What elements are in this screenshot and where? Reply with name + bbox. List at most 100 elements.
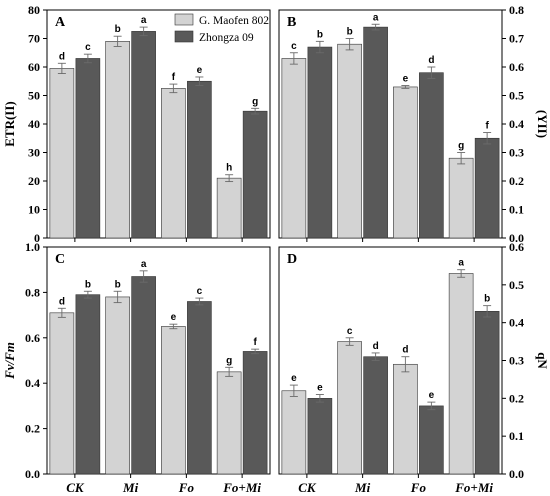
bar-zhongza [75, 58, 101, 239]
x-category-label: Fo [178, 480, 195, 495]
significance-letter: b [484, 294, 490, 305]
significance-letter: a [373, 12, 379, 23]
y-tick-label: 0.3 [509, 354, 524, 368]
y-tick-label: 0.2 [509, 391, 524, 405]
bar-maofen [161, 88, 186, 239]
significance-letter: g [252, 96, 258, 107]
significance-letter: d [428, 55, 434, 66]
significance-letter: b [85, 279, 91, 290]
significance-letter: h [226, 163, 232, 174]
y-tick-label: 0.6 [25, 331, 40, 345]
bar-zhongza [307, 398, 333, 475]
legend-swatch [174, 13, 194, 26]
panel-letter: B [287, 15, 296, 30]
significance-letter: a [141, 259, 147, 270]
significance-letter: b [347, 27, 353, 38]
significance-letter: e [317, 383, 323, 394]
bar-maofen [105, 296, 130, 475]
bar-maofen [49, 312, 75, 475]
bar-maofen [393, 86, 418, 239]
significance-letter: d [59, 296, 65, 307]
y-tick-label: 0.1 [509, 203, 524, 217]
y-tick-label: 60 [28, 60, 40, 74]
y-tick-label: 0.0 [509, 467, 524, 481]
panel-b: 0.0 0.1 0.2 0.3 0.4 0.5 0.6 0.7 0.8 (YII) Bc b b a e d g… [278, 3, 550, 245]
y-tick-label: 0.0 [25, 467, 40, 481]
y-tick-label: 30 [28, 146, 40, 160]
y-tick-label: 0.0 [509, 231, 524, 245]
y-tick-label: 0.1 [509, 429, 524, 443]
y-tick-label: 40 [28, 117, 40, 131]
panel-d: 0.0 0.1 0.2 0.3 0.4 0.5 0.6 qN D CK e e Mi c d Fo d e Fo+M… [278, 240, 550, 495]
y-tick-label: 0.4 [509, 316, 524, 330]
panel-letter: D [287, 252, 297, 267]
significance-letter: g [226, 355, 232, 366]
y-axis-title: Fv/Fm [2, 342, 17, 380]
y-tick-label: 80 [28, 3, 40, 17]
bar-maofen [337, 341, 362, 475]
significance-letter: d [402, 345, 408, 356]
bar-zhongza [131, 31, 156, 239]
bar-zhongza [474, 137, 500, 239]
bar-zhongza [75, 294, 101, 475]
significance-letter: f [253, 337, 257, 348]
bar-zhongza [307, 46, 333, 239]
significance-letter: e [197, 65, 203, 76]
y-tick-label: 0.2 [25, 422, 40, 436]
significance-letter: f [172, 72, 176, 83]
panel-a: 0 10 20 30 40 50 60 70 80 ETR(II) Ad c b a f e h g G. Maof… [2, 3, 271, 245]
y-tick-label: 70 [28, 32, 40, 46]
y-tick-label: 0.3 [509, 146, 524, 160]
bar-maofen [281, 390, 307, 475]
x-category-label: CK [66, 480, 85, 495]
x-category-label: Fo+Mi [222, 480, 261, 495]
bar-zhongza [419, 405, 444, 475]
y-tick-label: 0.6 [509, 240, 524, 254]
y-tick-label: 0.5 [509, 89, 524, 103]
y-tick-label: 0.4 [25, 376, 40, 390]
bar-zhongza [187, 301, 212, 475]
y-axis-title: ETR(II) [2, 101, 17, 147]
significance-letter: c [85, 42, 91, 53]
significance-letter: b [317, 29, 323, 40]
bar-zhongza [419, 72, 444, 239]
bar-maofen [337, 43, 362, 239]
significance-letter: a [141, 15, 147, 26]
x-category-label: Mi [122, 480, 139, 495]
bar-zhongza [131, 276, 156, 475]
y-tick-label: 0.4 [509, 117, 524, 131]
significance-letter: b [115, 24, 121, 35]
legend-label: Zhongza 09 [199, 32, 254, 44]
significance-letter: f [485, 121, 489, 132]
bar-maofen [281, 58, 307, 239]
significance-letter: g [458, 141, 464, 152]
significance-letter: e [291, 373, 297, 384]
y-tick-label: 1.0 [25, 240, 40, 254]
bar-maofen [105, 41, 130, 239]
bar-maofen [393, 363, 418, 475]
y-tick-label: 0.7 [509, 32, 524, 46]
plot-frame [46, 246, 271, 475]
bar-zhongza [474, 311, 500, 475]
significance-letter: e [171, 312, 177, 323]
significance-letter: b [115, 279, 121, 290]
y-tick-label: 0.8 [509, 3, 524, 17]
legend-swatch [174, 30, 194, 43]
y-tick-label: 50 [28, 89, 40, 103]
bar-zhongza [187, 80, 212, 239]
y-tick-label: 0.5 [509, 278, 524, 292]
y-tick-label: 0.8 [25, 285, 40, 299]
bar-maofen [448, 273, 474, 475]
y-tick-label: 0 [34, 231, 40, 245]
bar-maofen [161, 326, 186, 475]
significance-letter: a [458, 258, 464, 269]
significance-letter: d [59, 51, 65, 62]
x-category-label: Fo+Mi [454, 480, 493, 495]
bar-maofen [448, 157, 474, 239]
bar-zhongza [363, 356, 388, 475]
y-tick-label: 0.2 [509, 174, 524, 188]
y-tick-label: 10 [28, 203, 40, 217]
significance-letter: d [373, 341, 379, 352]
y-axis-title: (YII) [535, 110, 550, 138]
